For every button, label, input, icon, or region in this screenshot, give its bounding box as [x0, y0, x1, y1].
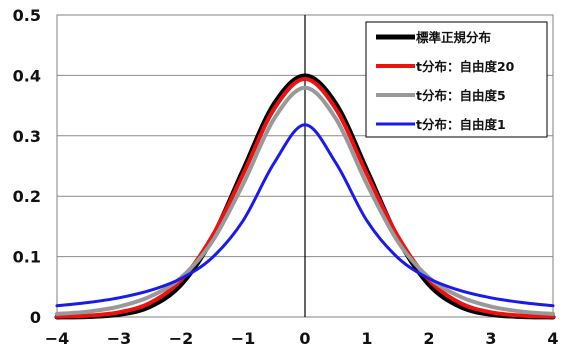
x-tick-label: 3	[485, 329, 496, 348]
series-line	[55, 123, 555, 308]
x-tick-label: 4	[547, 329, 558, 348]
series-line	[55, 77, 555, 319]
y-tick-label: 0.4	[13, 66, 41, 85]
y-tick-label: 0.5	[13, 6, 41, 25]
series-line	[55, 85, 555, 316]
y-tick-label: 0.1	[13, 248, 41, 267]
x-tick-labels: −4 −3 −2 −1 0 1 2 3 4	[45, 329, 559, 348]
y-tick-label: 0	[30, 308, 41, 327]
legend-box	[365, 21, 548, 138]
x-tick-label: 1	[361, 329, 372, 348]
x-tick-label: 2	[423, 329, 434, 348]
x-tick-label: −3	[107, 329, 132, 348]
series-line	[54, 73, 556, 320]
legend-label: t分布：自由度20	[416, 59, 515, 74]
legend-label: t分布：自由度5	[416, 88, 506, 103]
x-tick-label: −1	[231, 329, 256, 348]
y-tick-label: 0.3	[13, 127, 41, 146]
x-tick-label: −2	[169, 329, 194, 348]
y-tick-labels: 0 0.1 0.2 0.3 0.4 0.5	[13, 6, 41, 327]
x-tick-label: −4	[45, 329, 70, 348]
legend-label: 標準正規分布	[416, 30, 492, 45]
legend: 標準正規分布 t分布：自由度20 t分布：自由度5 t分布：自由度1	[365, 21, 548, 138]
legend-label: t分布：自由度1	[416, 117, 506, 132]
x-tick-label: 0	[299, 329, 310, 348]
y-tick-label: 0.2	[13, 187, 41, 206]
series-layer	[54, 73, 556, 320]
